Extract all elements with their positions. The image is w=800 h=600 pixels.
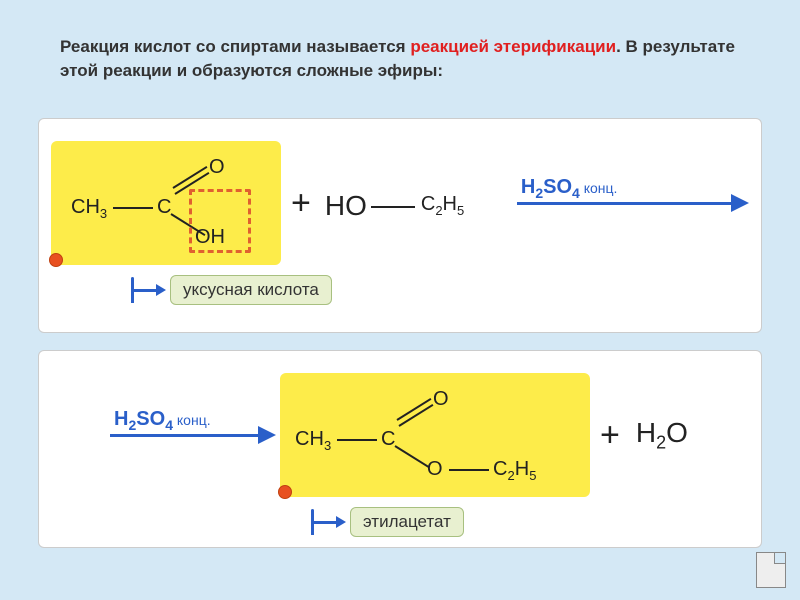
bond [449, 469, 489, 471]
page-icon [756, 552, 786, 588]
acetic-acid-structure: CH3 C O OH [51, 141, 281, 265]
ch3-group: CH3 [295, 429, 331, 452]
marker-dot [278, 485, 292, 499]
catalyst-label: H2SO4 конц. [114, 408, 211, 433]
bond [113, 207, 153, 209]
oxygen-double: O [209, 157, 225, 177]
ethyl-acetate-label: этилацетат [350, 507, 464, 537]
oxygen-double: O [433, 389, 449, 409]
ethyl-acetate-structure: CH3 C O O C2H5 [280, 373, 590, 497]
product-row: H2SO4 конц. CH3 C O O C2H5 [51, 373, 749, 497]
c2h5-group: C2H5 [493, 459, 536, 482]
bond [371, 206, 415, 208]
header-part1: Реакция кислот со спиртами называется [60, 37, 410, 56]
marker-dot [49, 253, 63, 267]
reaction-card-top: CH3 C O OH + HO C2H5 [38, 118, 762, 333]
acetic-acid-label-row: уксусная кислота [131, 275, 749, 305]
label-arrow-icon [311, 509, 346, 535]
c2h5-group: C2H5 [421, 194, 464, 217]
bond [337, 439, 377, 441]
catalyst-label: H2SO4 конц. [521, 176, 618, 201]
ethyl-acetate-label-row: этилацетат [311, 507, 749, 537]
plus-sign: + [594, 416, 626, 455]
label-arrow-icon [131, 277, 166, 303]
carbon: C [381, 429, 395, 449]
leaving-group-box [189, 189, 251, 253]
reaction-arrow-bottom: H2SO4 конц. [106, 412, 276, 458]
ethanol-fragment: HO C2H5 [321, 178, 509, 228]
reactant-row: CH3 C O OH + HO C2H5 [51, 141, 749, 265]
acetic-acid-label: уксусная кислота [170, 275, 332, 305]
water: H2O [630, 419, 694, 452]
ho-group: HO [325, 192, 367, 220]
ch3-group: CH3 [71, 197, 107, 220]
carbon: C [157, 197, 171, 217]
header-highlight: реакцией этерификации [410, 37, 616, 56]
reaction-card-bottom: H2SO4 конц. CH3 C O O C2H5 [38, 350, 762, 548]
oxygen-single: O [427, 459, 443, 479]
bond [395, 445, 430, 468]
header-text: Реакция кислот со спиртами называется ре… [60, 35, 740, 83]
reaction-arrow-top: H2SO4 конц. [513, 180, 749, 226]
plus-sign: + [285, 184, 317, 223]
